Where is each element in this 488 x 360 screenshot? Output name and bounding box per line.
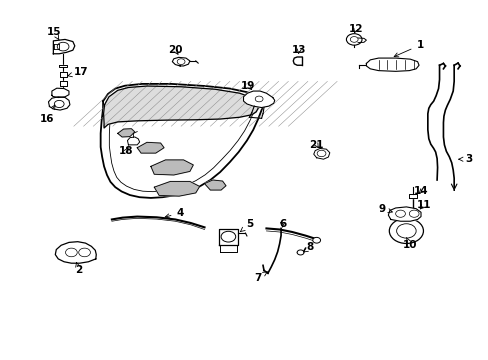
Polygon shape [103,86,258,128]
Polygon shape [48,97,70,110]
Text: 11: 11 [416,200,430,210]
Circle shape [65,248,77,257]
Text: 20: 20 [168,45,182,55]
Polygon shape [172,57,189,66]
Polygon shape [408,194,416,198]
Text: 16: 16 [40,105,55,124]
Polygon shape [118,129,135,137]
Polygon shape [101,84,263,198]
Text: 8: 8 [303,242,313,252]
Polygon shape [387,207,420,221]
Polygon shape [219,229,237,245]
Circle shape [255,96,263,102]
Polygon shape [103,86,258,128]
Text: 1: 1 [393,40,423,57]
Circle shape [297,250,304,255]
Text: 12: 12 [348,24,362,35]
Polygon shape [204,180,225,190]
Polygon shape [154,181,199,196]
Text: 6: 6 [278,219,285,229]
Text: 13: 13 [291,45,306,55]
Text: 5: 5 [240,220,252,231]
Text: 2: 2 [75,262,82,275]
Text: 14: 14 [413,186,427,197]
Circle shape [54,100,64,108]
Polygon shape [220,245,236,252]
Text: 15: 15 [47,27,61,40]
Circle shape [346,34,361,45]
Polygon shape [53,40,75,54]
Polygon shape [60,81,66,86]
Polygon shape [55,242,96,263]
Polygon shape [137,142,163,153]
Polygon shape [243,91,274,108]
Text: 21: 21 [309,140,323,150]
Polygon shape [60,72,66,77]
Circle shape [312,237,320,243]
Circle shape [396,224,415,238]
Polygon shape [127,137,140,145]
Text: 19: 19 [241,81,255,91]
Circle shape [57,42,69,51]
Circle shape [349,37,357,42]
Circle shape [388,219,423,243]
Text: 4: 4 [165,208,183,218]
Polygon shape [366,58,418,71]
Circle shape [221,231,235,242]
Text: 9: 9 [378,204,391,214]
Circle shape [408,210,418,217]
Circle shape [79,248,90,257]
Text: 3: 3 [458,154,471,164]
Text: 18: 18 [119,145,134,156]
Text: 17: 17 [68,67,88,77]
Polygon shape [52,88,69,98]
Polygon shape [313,148,329,159]
Circle shape [395,210,405,217]
Circle shape [177,59,184,64]
Text: 7: 7 [254,272,267,283]
Polygon shape [151,160,193,175]
Polygon shape [59,64,67,67]
Circle shape [317,150,325,157]
Text: 10: 10 [402,238,417,250]
